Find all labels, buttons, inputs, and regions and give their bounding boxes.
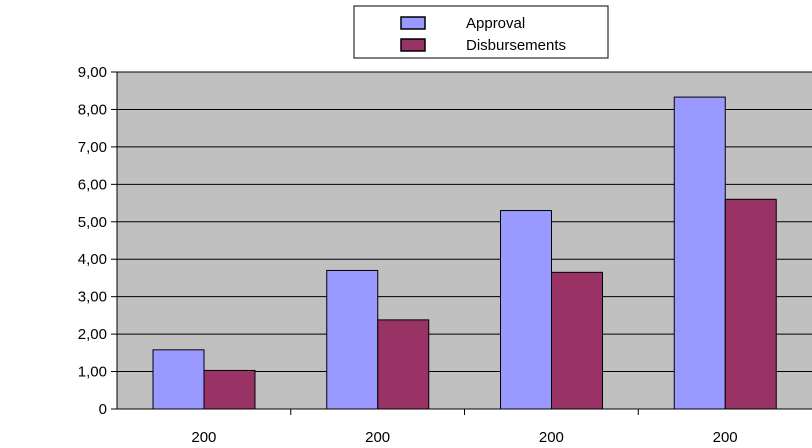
x-tick-label: 200	[191, 429, 216, 446]
bar-approval	[673, 96, 726, 410]
x-tick-label: 200	[365, 429, 390, 446]
bar-disbursements	[551, 271, 603, 410]
y-tick-label: 1,00	[78, 364, 107, 381]
y-tick-label: 2,00	[78, 326, 107, 343]
bar-approval	[152, 349, 205, 410]
axes: 0 1,00 2,00 3,00 4,00 5,00 6,00 7,00 8,00 9,00 200…	[78, 64, 812, 446]
bar-disbursements	[724, 198, 777, 410]
legend: Approval Disbursements	[353, 5, 609, 59]
legend-label: Approval	[466, 15, 525, 32]
x-tick-label: 200	[539, 429, 564, 446]
bar-approval	[500, 210, 552, 410]
legend-box	[353, 5, 609, 59]
y-tick-label: 8,00	[78, 101, 107, 118]
bar-disbursements	[377, 319, 430, 410]
y-tick-label: 7,00	[78, 139, 107, 156]
bar-approval	[326, 269, 379, 410]
y-tick-label: 5,00	[78, 214, 107, 231]
x-tick-label: 200	[713, 429, 738, 446]
legend-swatch	[400, 38, 426, 52]
y-tick-label: 3,00	[78, 289, 107, 306]
bar-disbursements	[203, 369, 256, 410]
legend-swatch	[400, 16, 426, 30]
y-tick-label: 0	[99, 401, 107, 418]
bars	[152, 96, 777, 410]
y-tick-label: 4,00	[78, 251, 107, 268]
legend-label: Disbursements	[466, 37, 566, 54]
y-tick-label: 9,00	[78, 64, 107, 81]
y-tick-label: 6,00	[78, 176, 107, 193]
